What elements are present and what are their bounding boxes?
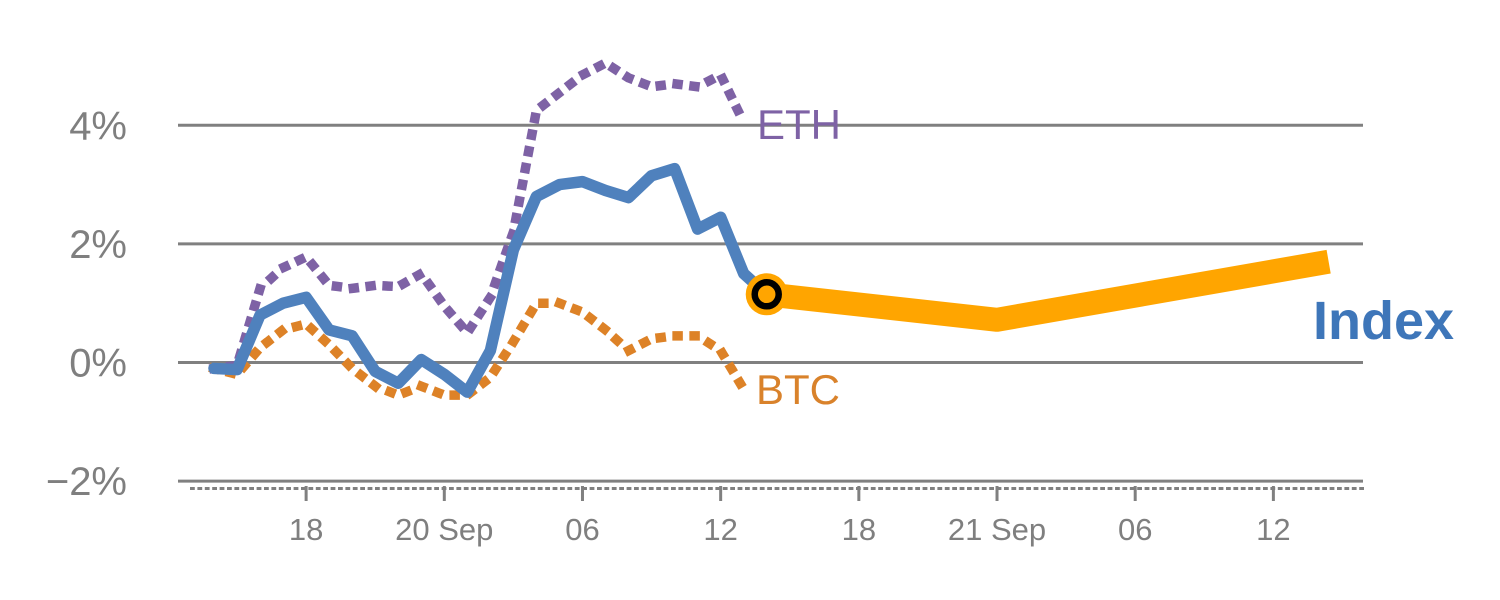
y-tick-label: 0% — [69, 342, 127, 386]
x-tick-label: 18 — [842, 512, 876, 547]
index-series-label: Index — [1313, 291, 1455, 351]
forecast-start-marker-ring — [751, 279, 782, 310]
index-line — [208, 162, 773, 398]
btc-series-label: BTC — [756, 366, 840, 413]
x-tick-label: 12 — [703, 512, 737, 547]
index-forecast-line — [765, 249, 1331, 332]
y-tick-label: −2% — [46, 460, 127, 504]
y-tick-label: 4% — [69, 104, 127, 148]
x-tick-label: 06 — [565, 512, 599, 547]
x-tick-label: 21 Sep — [948, 512, 1046, 547]
eth-series-label: ETH — [757, 101, 841, 148]
x-tick-label: 06 — [1118, 512, 1152, 547]
eth-line — [208, 58, 751, 374]
x-tick-label: 20 Sep — [395, 512, 493, 547]
x-tick-label: 18 — [289, 512, 323, 547]
x-tick-label: 12 — [1256, 512, 1290, 547]
y-tick-label: 2% — [69, 223, 127, 267]
